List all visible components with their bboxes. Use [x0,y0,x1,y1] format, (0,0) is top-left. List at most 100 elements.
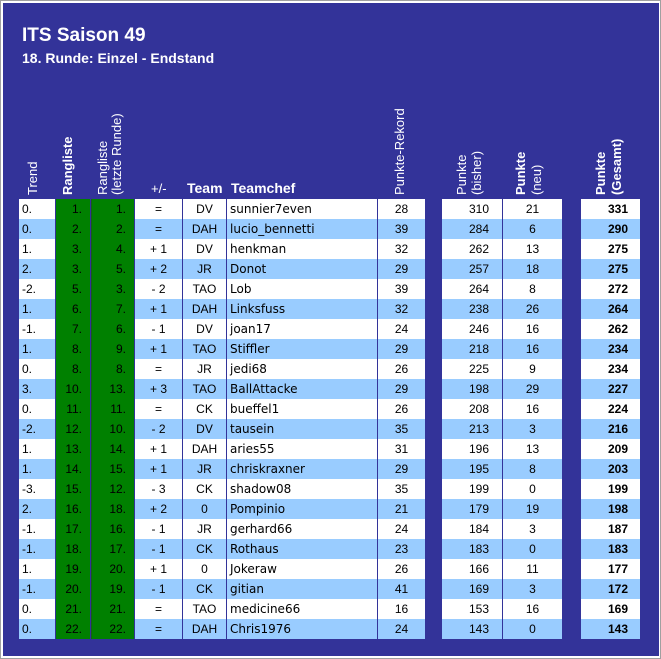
cell-pm: + 1 [135,299,183,319]
header-bisher-1: Punkte [454,154,469,195]
cell-pm: + 2 [135,499,183,519]
header-rekord: Punkte-Rekord [392,108,407,195]
cell-bisher: 153 [442,599,503,619]
cell-pm: + 1 [135,559,183,579]
cell-neu: 16 [503,319,563,339]
cell-trend: -1. [19,519,56,539]
cell-gesamt: 234 [581,339,641,359]
cell-chef: bueffel1 [227,399,378,419]
cell-gesamt: 227 [581,379,641,399]
cell-rekord: 35 [378,419,426,439]
cell-last: 7. [91,299,135,319]
cell-rank: 11. [56,399,91,419]
table-row-bg [581,299,641,319]
cell-rekord: 23 [378,539,426,559]
cell-bisher: 310 [442,199,503,219]
cell-team: DV [183,239,227,259]
cell-bisher: 143 [442,619,503,639]
header-plusminus: +/- [151,181,167,196]
cell-team: TAO [183,599,227,619]
cell-gesamt: 177 [581,559,641,579]
cell-last: 4. [91,239,135,259]
cell-chef: Lob [227,279,378,299]
cell-gesamt: 275 [581,259,641,279]
cell-neu: 16 [503,599,563,619]
cell-team: CK [183,399,227,419]
table-row-bg [581,359,641,379]
cell-chef: gerhard66 [227,519,378,539]
cell-team: DAH [183,299,227,319]
cell-bisher: 264 [442,279,503,299]
cell-chef: tausein [227,419,378,439]
cell-last: 6. [91,319,135,339]
cell-gesamt: 172 [581,579,641,599]
cell-rekord: 28 [378,199,426,219]
cell-gesamt: 169 [581,599,641,619]
cell-team: DV [183,199,227,219]
cell-team: TAO [183,379,227,399]
cell-team: CK [183,479,227,499]
cell-bisher: 284 [442,219,503,239]
cell-neu: 3 [503,419,563,439]
cell-trend: -3. [19,479,56,499]
cell-neu: 8 [503,459,563,479]
cell-rank: 7. [56,319,91,339]
cell-pm: - 1 [135,319,183,339]
cell-trend: 0. [19,359,56,379]
cell-bisher: 238 [442,299,503,319]
cell-rekord: 16 [378,599,426,619]
cell-pm: = [135,399,183,419]
cell-trend: 0. [19,199,56,219]
table-row-bg [581,519,641,539]
cell-gesamt: 143 [581,619,641,639]
cell-trend: 2. [19,499,56,519]
cell-bisher: 169 [442,579,503,599]
table-row-bg [581,339,641,359]
cell-rekord: 26 [378,559,426,579]
table-row-bg [581,319,641,339]
header-neu-2: (neu) [529,164,544,195]
cell-bisher: 262 [442,239,503,259]
cell-rank: 3. [56,239,91,259]
cell-rekord: 24 [378,519,426,539]
cell-last: 1. [91,199,135,219]
table-row-bg [581,419,641,439]
cell-trend: 0. [19,219,56,239]
cell-pm: = [135,219,183,239]
cell-chef: Donot [227,259,378,279]
cell-rank: 20. [56,579,91,599]
cell-rekord: 32 [378,239,426,259]
cell-neu: 26 [503,299,563,319]
table-row-bg [581,619,641,640]
cell-rank: 17. [56,519,91,539]
cell-rank: 5. [56,279,91,299]
cell-trend: -1. [19,319,56,339]
cell-last: 14. [91,439,135,459]
cell-bisher: 183 [442,539,503,559]
cell-rank: 10. [56,379,91,399]
cell-rank: 1. [56,199,91,219]
cell-bisher: 218 [442,339,503,359]
cell-chef: Stiffler [227,339,378,359]
header-teamchef: Teamchef [231,180,296,196]
cell-last: 18. [91,499,135,519]
cell-last: 11. [91,399,135,419]
cell-rank: 8. [56,339,91,359]
cell-pm: = [135,199,183,219]
cell-rekord: 41 [378,579,426,599]
cell-trend: 2. [19,259,56,279]
cell-trend: -2. [19,419,56,439]
header-bisher-2: (bisher) [469,150,484,195]
cell-rank: 16. [56,499,91,519]
cell-rekord: 32 [378,299,426,319]
cell-trend: 1. [19,239,56,259]
table-row-bg [581,479,641,499]
cell-chef: Linksfuss [227,299,378,319]
cell-trend: -1. [19,539,56,559]
cell-team: CK [183,579,227,599]
cell-last: 9. [91,339,135,359]
table-row-bg [581,239,641,259]
cell-rank: 8. [56,359,91,379]
cell-pm: + 1 [135,459,183,479]
cell-pm: - 1 [135,539,183,559]
